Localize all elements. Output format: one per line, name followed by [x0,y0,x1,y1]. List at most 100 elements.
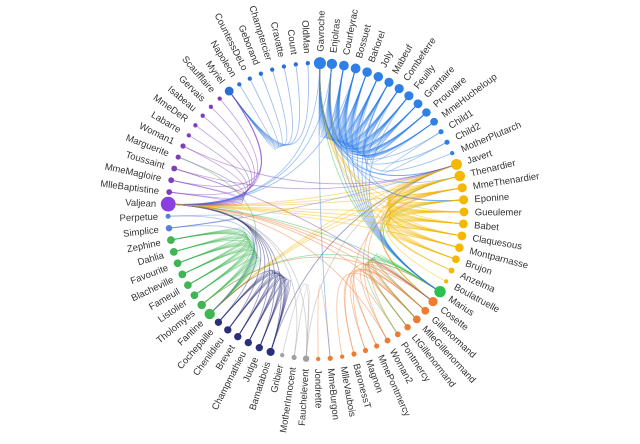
node-anzelma[interactable] [448,267,455,274]
node-bahorel[interactable] [362,67,372,77]
node-motherplutarch[interactable] [450,150,455,156]
link-fantine-fameuil [187,253,259,315]
node-zephine[interactable] [167,236,175,244]
link-dahlia-listolier [173,238,251,296]
node-isabeau[interactable] [200,113,205,118]
node-countessdelo[interactable] [247,76,252,81]
node-mmehucheloup[interactable] [430,117,438,126]
node-ltgillenormand[interactable] [404,324,411,331]
node-child2[interactable] [444,139,450,145]
link-grantaire-combeferre [361,88,419,155]
node-mmeder[interactable] [193,123,198,128]
node-fauchelevent[interactable] [302,355,310,362]
node-simplice[interactable] [165,225,173,232]
link-woman2-javert [362,163,457,341]
link-babet-eponine [389,199,464,225]
node-geborand[interactable] [258,71,264,76]
node-baronesst[interactable] [351,351,357,357]
link-cosette-tholomyes [201,256,434,306]
node-magnon[interactable] [362,347,369,354]
node-tholomyes[interactable] [197,300,206,310]
node-valjean[interactable] [160,196,176,212]
node-woman2[interactable] [384,337,391,344]
node-gribier[interactable] [280,352,285,358]
node-javert[interactable] [451,158,462,170]
node-label-jondrette: Jondrette [312,369,324,409]
link-fauchelevent-valjean [168,203,308,359]
node-woman1[interactable] [180,143,186,149]
link-babet-valjean [168,203,464,225]
node-mmepontmercy[interactable] [374,343,380,349]
node-pontmercy[interactable] [394,331,401,338]
node-brevet[interactable] [234,333,242,341]
node-napoleon[interactable] [237,82,242,87]
node-mmemagloire[interactable] [168,177,175,184]
node-feuilly[interactable] [404,91,414,101]
node-fantine[interactable] [204,308,215,320]
node-jondrette[interactable] [316,356,321,362]
node-champmathieu[interactable] [244,338,252,347]
node-gavroche[interactable] [313,57,326,70]
link-prouvaire-gavroche [319,63,427,153]
link-eponine-mmethenardier [389,187,464,204]
node-courfeyrac[interactable] [339,60,349,71]
node-boulatruelle[interactable] [444,279,449,284]
node-claquesous[interactable] [457,231,467,241]
node-listolier[interactable] [190,291,199,300]
node-bossuet[interactable] [350,63,361,74]
node-marius[interactable] [434,286,446,298]
node-motherinnocent[interactable] [291,354,297,360]
node-gillenormand[interactable] [421,306,430,315]
node-mllegillenormand[interactable] [412,315,421,324]
node-dahlia[interactable] [169,248,178,256]
node-champtercier[interactable] [270,67,275,72]
link-enjolras-marius [329,63,441,293]
node-grantaire[interactable] [413,99,423,109]
node-marguerite[interactable] [175,154,181,160]
node-gueulemer[interactable] [459,207,469,217]
node-bamatabois[interactable] [266,347,275,356]
link-mmemagloire-mllebaptistine [169,179,244,200]
node-joly[interactable] [373,71,384,82]
node-cosette[interactable] [428,297,438,307]
node-prouvaire[interactable] [422,108,431,117]
node-label-babet: Babet [474,220,500,233]
node-mmethenardier[interactable] [457,183,467,193]
link-courfeyrac-eponine [339,65,464,202]
link-chenildieu-bamatabois [227,275,287,353]
node-blacheville[interactable] [178,270,187,279]
node-eponine[interactable] [459,195,469,205]
node-mllevaubois[interactable] [340,354,345,359]
node-scaufflaire[interactable] [217,96,222,101]
node-child1[interactable] [438,129,444,135]
node-babet[interactable] [458,219,468,229]
node-mllebaptistine[interactable] [166,189,173,196]
node-mmeburgon[interactable] [327,355,333,361]
link-child2-gavroche [319,63,448,165]
link-fantine-marguerite [178,156,257,315]
node-toussaint[interactable] [171,165,178,172]
node-judge[interactable] [255,344,263,352]
node-mabeuf[interactable] [384,77,394,87]
node-cochepaille[interactable] [214,318,223,326]
node-montparnasse[interactable] [455,243,464,252]
node-fameuil[interactable] [184,281,192,289]
node-gervais[interactable] [208,104,214,109]
node-combeferre[interactable] [394,84,404,94]
node-count[interactable] [293,62,298,67]
link-grantaire-feuilly [364,95,419,156]
node-thenardier[interactable] [454,170,466,182]
node-oldman[interactable] [305,61,310,66]
link-champmathieu-valjean [168,203,271,343]
node-enjolras[interactable] [326,58,338,70]
link-brujon-thenardier [386,175,460,260]
link-mmeder-valjean [168,124,250,206]
node-chenildieu[interactable] [224,326,232,334]
node-myriel[interactable] [224,86,234,96]
node-favourite[interactable] [173,259,182,268]
node-labarre[interactable] [186,133,191,138]
node-perpetue[interactable] [165,213,171,219]
link-valjean-mmemagloire [168,179,244,206]
node-brujon[interactable] [452,255,460,264]
node-cravatte[interactable] [281,64,287,69]
